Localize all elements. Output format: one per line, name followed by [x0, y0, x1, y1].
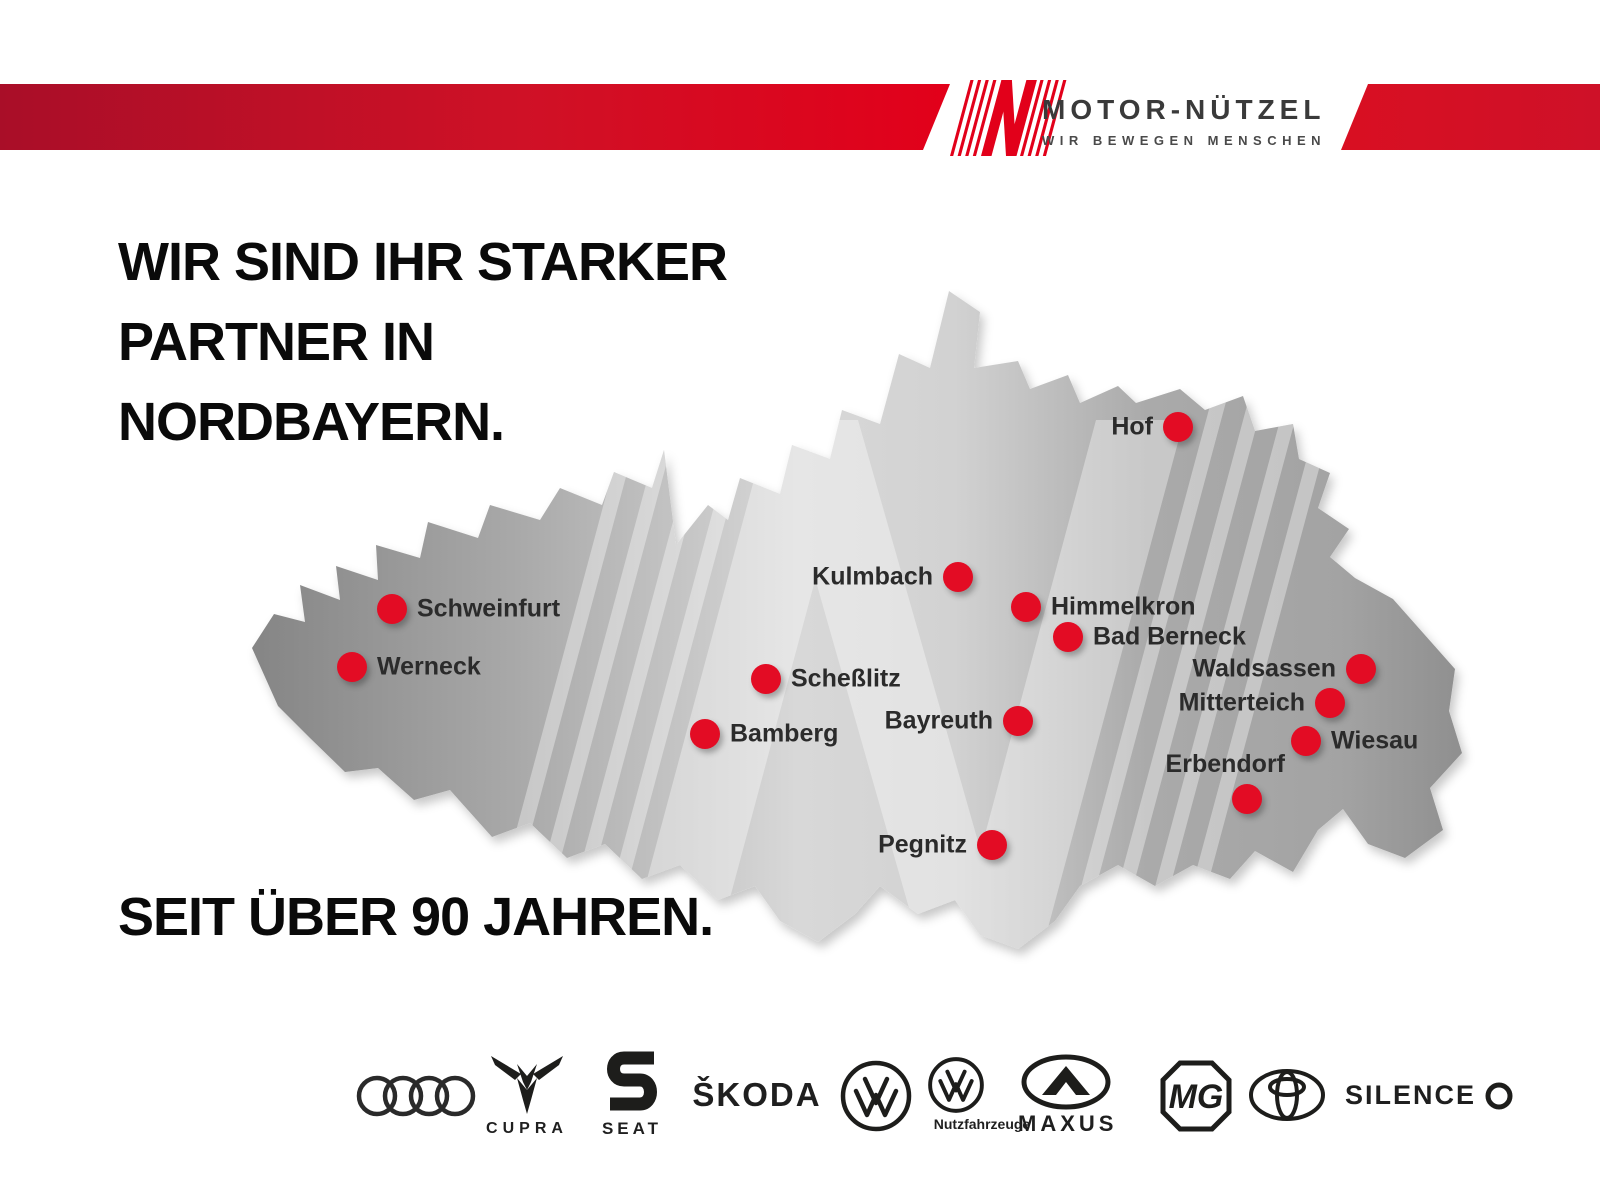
seat-wordmark: SEAT	[601, 1119, 663, 1138]
location-dot-icon	[751, 664, 781, 694]
location-dot-icon	[943, 562, 973, 592]
brand-cupra: CUPRA	[477, 1052, 577, 1138]
brand-maxus: MAXUS	[1018, 1054, 1114, 1137]
location-dot-icon	[1232, 784, 1262, 814]
brand-audi	[355, 1072, 477, 1120]
headline: WIR SIND IHR STARKER PARTNER IN NORDBAYE…	[118, 222, 728, 462]
location-dot-icon	[1053, 622, 1083, 652]
location-dot-icon	[977, 830, 1007, 860]
brand-toyota	[1248, 1068, 1326, 1122]
location-dot-icon	[1346, 654, 1376, 684]
location-label: Bayreuth	[884, 706, 993, 735]
location-label: Wiesau	[1331, 726, 1419, 755]
vw-logo-icon	[840, 1060, 912, 1132]
header-banner	[0, 80, 1600, 156]
header-band-right	[1341, 84, 1600, 150]
headline-line1: WIR SIND IHR STARKER	[118, 232, 728, 292]
maxus-wordmark: MAXUS	[1018, 1111, 1118, 1136]
location-dot-icon	[1003, 706, 1033, 736]
silence-o-icon	[1485, 1082, 1513, 1109]
location-dot-icon	[690, 719, 720, 749]
brand-seat: SEAT	[592, 1050, 672, 1139]
location-label: Erbendorf	[1165, 750, 1285, 778]
brand-volkswagen	[839, 1059, 913, 1133]
brand-vw-nutzfahrzeuge: Nutzfahrzeuge	[927, 1056, 1037, 1132]
nutzfahrzeuge-wordmark: Nutzfahrzeuge	[933, 1116, 1031, 1132]
maxus-logo-icon	[1021, 1054, 1111, 1110]
silence-wordmark: SILENCE	[1345, 1080, 1477, 1110]
brand-text-block: MOTOR-NÜTZEL WIR BEWEGEN MENSCHEN	[1042, 94, 1326, 148]
headline-line2: PARTNER IN	[118, 312, 435, 372]
location-label: Werneck	[377, 652, 481, 681]
brand-silence: SILENCE	[1345, 1080, 1514, 1111]
location-dot-icon	[377, 594, 407, 624]
location-label: Waldsassen	[1192, 654, 1336, 683]
headline-line3: NORDBAYERN.	[118, 392, 505, 452]
toyota-logo-icon	[1249, 1069, 1325, 1121]
mg-logo-icon: MG	[1160, 1060, 1232, 1132]
location-label: Pegnitz	[878, 830, 967, 859]
location-dot-icon	[1315, 688, 1345, 718]
seat-logo-icon	[607, 1051, 657, 1111]
location-label: Bamberg	[730, 719, 839, 748]
location-dot-icon	[1011, 592, 1041, 622]
brand-mg: MG	[1160, 1060, 1232, 1132]
location-label: Schweinfurt	[417, 594, 561, 623]
location-label: Scheßlitz	[791, 664, 901, 693]
skoda-wordmark: ŠKODA	[692, 1076, 822, 1113]
location-label: Kulmbach	[812, 562, 933, 591]
brand-name: MOTOR-NÜTZEL	[1042, 94, 1326, 125]
audi-rings-icon	[356, 1075, 476, 1117]
vw-nutzfahrzeuge-logo-icon	[928, 1057, 984, 1113]
mg-wordmark: MG	[1169, 1078, 1224, 1116]
motor-nuetzel-logo-icon	[950, 80, 1067, 156]
location-dot-icon	[337, 652, 367, 682]
location-label: Hof	[1111, 412, 1153, 441]
location-label: Himmelkron	[1051, 592, 1196, 621]
header-band-left	[0, 84, 950, 150]
location-dot-icon	[1163, 412, 1193, 442]
location-label: Bad Berneck	[1093, 622, 1246, 651]
cupra-wordmark: CUPRA	[486, 1120, 568, 1137]
cupra-logo-icon	[491, 1056, 563, 1114]
location-label: Mitterteich	[1178, 688, 1305, 717]
brand-tagline: WIR BEWEGEN MENSCHEN	[1042, 133, 1327, 148]
claim-text: SEIT ÜBER 90 JAHREN.	[118, 887, 714, 947]
location-dot-icon	[1291, 726, 1321, 756]
brand-skoda: ŠKODA	[682, 1076, 832, 1114]
